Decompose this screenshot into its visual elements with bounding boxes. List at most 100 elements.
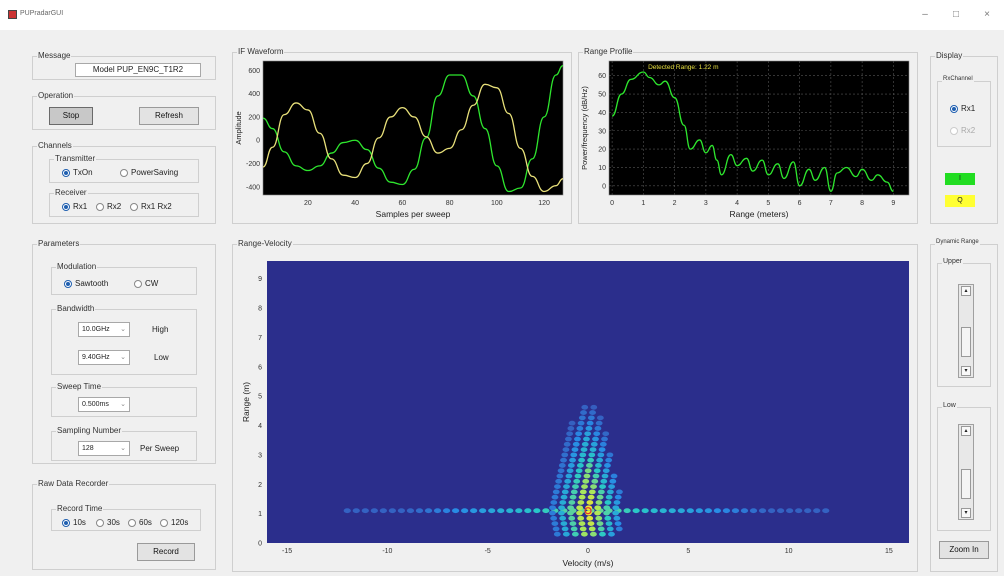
modulation-title: Modulation	[56, 262, 98, 271]
heatmap-cell	[563, 484, 570, 489]
y-tick-label: 50	[598, 92, 606, 99]
rx1rx2-radio[interactable]: Rx1 Rx2	[130, 202, 172, 211]
heatmap-cell	[584, 468, 592, 474]
heatmap-cell	[575, 468, 583, 474]
radio-label: 30s	[107, 518, 120, 527]
heatmap-cell	[569, 521, 577, 527]
refresh-button[interactable]: Refresh	[139, 107, 199, 125]
heatmap-cell	[553, 531, 561, 537]
heatmap-cell	[587, 494, 595, 500]
x-tick-label: 1	[641, 200, 645, 207]
y-axis-label: Power/frequency (dB/Hz)	[580, 86, 589, 170]
bandwidth-low-select[interactable]: 9.40GHz ⌄	[78, 350, 130, 365]
heatmap-cell	[574, 436, 581, 442]
x-tick-label: 9	[891, 200, 895, 207]
slider-down-icon[interactable]: ▾	[961, 366, 971, 376]
y-tick-label: 200	[248, 114, 260, 121]
rx2-radio[interactable]: Rx2	[96, 202, 121, 211]
radio-selected-icon	[64, 279, 72, 288]
heatmap-cell	[695, 508, 703, 514]
radio-unselected-icon	[96, 202, 104, 211]
heatmap-cell	[352, 508, 360, 514]
display-rx1-radio[interactable]: Rx1	[950, 104, 975, 113]
display-rx2-radio[interactable]: Rx2	[950, 126, 975, 135]
heatmap-cell	[497, 508, 505, 514]
record-60s-radio[interactable]: 60s	[128, 518, 152, 527]
radio-unselected-icon	[950, 126, 958, 135]
heatmap-cell	[601, 473, 609, 479]
heatmap-cell	[550, 500, 558, 505]
if-waveform-title: IF Waveform	[237, 47, 285, 56]
per-sweep-label: Per Sweep	[140, 444, 180, 453]
record-120s-radio[interactable]: 120s	[160, 518, 188, 527]
heatmap-cell	[767, 508, 776, 514]
heatmap-cell	[599, 484, 606, 489]
x-tick-label: 15	[885, 548, 893, 555]
heatmap-cell	[786, 508, 794, 514]
sampling-select[interactable]: 128 ⌄	[78, 441, 130, 456]
heatmap-cell	[595, 500, 603, 505]
upper-title: Upper	[942, 258, 964, 265]
if-waveform-panel: IF Waveform 20 40 60 80 100 120 600 400 200 0 -200…	[232, 47, 572, 224]
slider-up-icon[interactable]: ▴	[961, 426, 971, 436]
heatmap-cell	[590, 484, 597, 489]
sawtooth-radio[interactable]: Sawtooth	[64, 279, 108, 288]
radio-unselected-icon	[160, 518, 168, 527]
slider-up-icon[interactable]: ▴	[961, 286, 971, 296]
upper-slider[interactable]: ▴ ▾	[958, 284, 974, 378]
minimize-button[interactable]: –	[922, 9, 928, 20]
heatmap-cell	[593, 468, 601, 474]
heatmap-cell	[822, 508, 830, 514]
heatmap-cell	[586, 515, 594, 521]
y-tick-label: 2	[258, 482, 262, 489]
y-tick-label: 8	[258, 306, 262, 313]
powersaving-radio[interactable]: PowerSaving	[120, 168, 178, 177]
sweep-time-select[interactable]: 0.500ms ⌄	[78, 397, 130, 412]
dynamic-range-title: Dynamic Range	[935, 239, 980, 245]
heatmap-cell	[566, 431, 574, 437]
x-tick-label: 0	[586, 548, 590, 555]
message-field: Model PUP_EN9C_T1R2	[75, 63, 201, 77]
close-button[interactable]: ×	[984, 9, 990, 20]
zoom-in-button[interactable]: Zoom In	[939, 541, 989, 559]
x-tick-label: 6	[798, 200, 802, 207]
radio-selected-icon	[62, 168, 70, 177]
rx1-radio[interactable]: Rx1	[62, 202, 87, 211]
radio-label: Rx2	[961, 126, 976, 135]
heatmap-cell	[568, 515, 576, 521]
record-10s-radio[interactable]: 10s	[62, 518, 86, 527]
stop-button[interactable]: Stop	[49, 107, 93, 125]
heatmap-cell	[614, 521, 622, 527]
x-axis-label: Velocity (m/s)	[562, 558, 613, 568]
heatmap-cell	[561, 452, 569, 458]
bandwidth-high-select[interactable]: 10.0GHz ⌄	[78, 322, 130, 337]
range-profile-panel: Range Profile 0 1 2 3 4 5 6 7 8 9 0 10 20 30 40 50 60 Ran…	[578, 47, 918, 224]
heatmap-background	[267, 261, 909, 543]
heatmap-cell	[573, 478, 581, 484]
txon-radio[interactable]: TxOn	[62, 168, 93, 177]
heatmap-cell	[578, 521, 586, 527]
slider-thumb[interactable]	[961, 327, 971, 357]
maximize-button[interactable]: □	[952, 9, 960, 20]
slider-thumb[interactable]	[961, 469, 971, 499]
y-tick-label: -400	[246, 184, 260, 191]
heatmap-cell	[605, 457, 613, 463]
heatmap-cell	[603, 505, 611, 511]
cw-radio[interactable]: CW	[134, 279, 158, 288]
low-slider[interactable]: ▴ ▾	[958, 424, 974, 520]
operation-title: Operation	[37, 91, 75, 100]
heatmap-cell	[593, 431, 601, 437]
heatmap-cell	[598, 447, 606, 452]
radio-selected-icon	[950, 104, 958, 113]
radio-label: CW	[145, 279, 159, 288]
heatmap-cell	[577, 500, 585, 505]
heatmap-cell	[578, 494, 586, 500]
record-button[interactable]: Record	[137, 543, 195, 561]
x-tick-label: 100	[491, 200, 503, 207]
operation-panel: Operation Stop Refresh	[32, 91, 216, 130]
series-line-1	[263, 65, 563, 193]
chevron-down-icon: ⌄	[120, 401, 126, 408]
heatmap-cell	[506, 508, 514, 514]
slider-down-icon[interactable]: ▾	[961, 508, 971, 518]
record-30s-radio[interactable]: 30s	[96, 518, 120, 527]
